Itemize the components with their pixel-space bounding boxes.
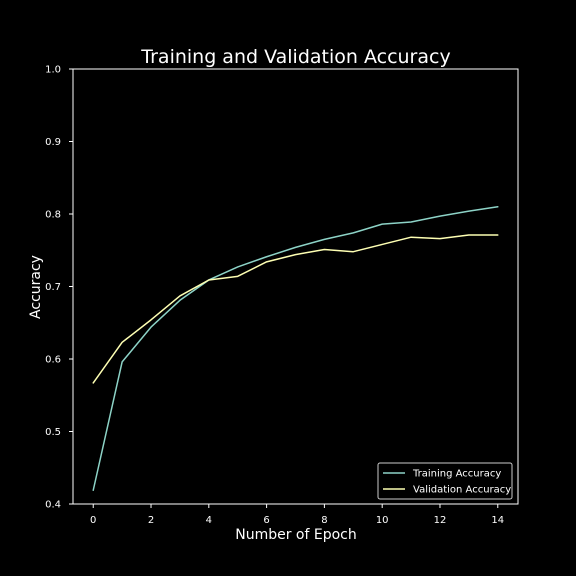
series-line-validation-accuracy xyxy=(92,234,499,384)
x-tick-label: 10 xyxy=(376,515,389,526)
x-axis-ticks: 0 2 4 6 8 10 12 14 xyxy=(90,504,504,526)
y-tick-label: 0.9 xyxy=(45,137,61,148)
y-axis-ticks: 0.4 0.5 0.6 0.7 0.8 0.9 1.0 xyxy=(45,65,73,511)
series-line-training-accuracy xyxy=(92,206,499,491)
chart-title: Training and Validation Accuracy xyxy=(140,46,450,68)
x-tick-label: 14 xyxy=(491,515,504,526)
y-axis-label: Accuracy xyxy=(28,255,44,319)
x-tick-label: 0 xyxy=(90,515,96,526)
x-tick-label: 2 xyxy=(148,515,154,526)
x-tick-label: 4 xyxy=(206,515,212,526)
y-tick-label: 0.5 xyxy=(45,427,61,438)
legend-label: Validation Accuracy xyxy=(413,485,511,496)
x-tick-label: 12 xyxy=(434,515,447,526)
y-tick-label: 1.0 xyxy=(45,65,61,76)
y-tick-label: 0.7 xyxy=(45,282,61,293)
x-tick-label: 8 xyxy=(321,515,327,526)
y-tick-label: 0.6 xyxy=(45,355,61,366)
y-tick-label: 0.4 xyxy=(45,500,61,511)
plot-frame xyxy=(72,68,519,505)
legend: Training Accuracy Validation Accuracy xyxy=(377,462,513,500)
legend-box xyxy=(377,462,513,500)
series-layer xyxy=(92,206,499,491)
x-tick-label: 6 xyxy=(263,515,269,526)
legend-label: Training Accuracy xyxy=(412,469,501,480)
x-axis-label: Number of Epoch xyxy=(235,527,357,543)
y-tick-label: 0.8 xyxy=(45,210,61,221)
